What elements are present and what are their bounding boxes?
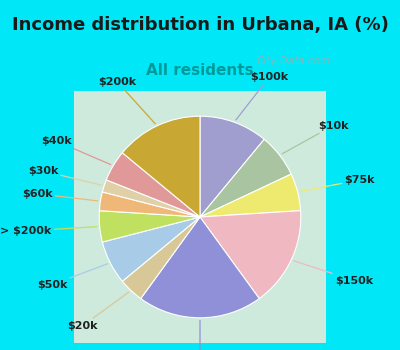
- Wedge shape: [200, 116, 264, 217]
- Wedge shape: [122, 116, 200, 217]
- FancyBboxPatch shape: [29, 36, 371, 350]
- Wedge shape: [200, 139, 291, 217]
- Wedge shape: [99, 192, 200, 217]
- Text: $40k: $40k: [41, 136, 111, 164]
- Wedge shape: [102, 217, 200, 281]
- Text: $100k: $100k: [236, 72, 289, 120]
- Wedge shape: [102, 180, 200, 217]
- Text: All residents: All residents: [146, 63, 254, 78]
- Text: $10k: $10k: [282, 120, 348, 154]
- Text: $50k: $50k: [37, 264, 108, 290]
- Wedge shape: [200, 174, 301, 217]
- Wedge shape: [141, 217, 259, 318]
- Text: $200k: $200k: [98, 77, 155, 124]
- Text: $75k: $75k: [300, 175, 375, 191]
- Text: City-Data.com: City-Data.com: [257, 56, 331, 66]
- Text: Income distribution in Urbana, IA (%): Income distribution in Urbana, IA (%): [12, 16, 388, 35]
- Text: $125k: $125k: [181, 321, 219, 350]
- Text: $20k: $20k: [67, 292, 129, 331]
- Wedge shape: [200, 211, 301, 299]
- Text: $60k: $60k: [22, 189, 98, 201]
- Text: $30k: $30k: [28, 166, 102, 185]
- Text: > $200k: > $200k: [0, 226, 97, 236]
- Text: $150k: $150k: [294, 261, 373, 286]
- Wedge shape: [122, 217, 200, 299]
- Wedge shape: [106, 153, 200, 217]
- Wedge shape: [99, 211, 200, 242]
